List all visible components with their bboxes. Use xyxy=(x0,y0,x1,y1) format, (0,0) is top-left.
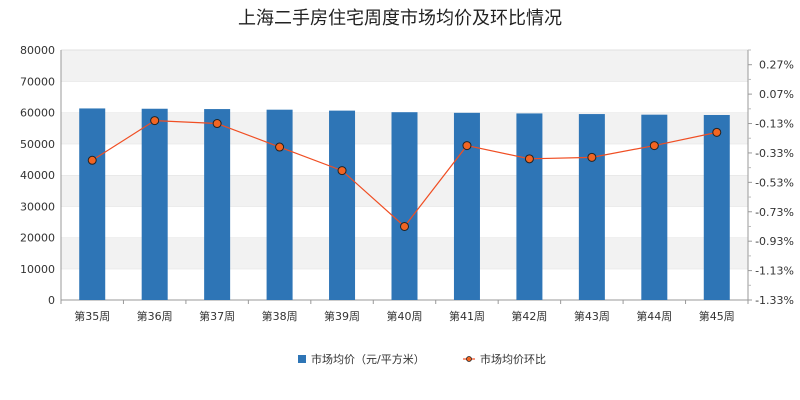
y-left-tick-label: 30000 xyxy=(20,200,55,213)
line-point xyxy=(524,154,534,164)
line-point xyxy=(587,152,597,162)
y-left-tick-label: 50000 xyxy=(20,138,55,151)
bar xyxy=(453,112,480,300)
legend-label-bar: 市场均价（元/平方米） xyxy=(311,352,425,366)
line-point xyxy=(649,141,659,151)
y-left-tick-label: 70000 xyxy=(20,75,55,88)
bar xyxy=(141,108,168,300)
x-tick-label: 第36周 xyxy=(137,309,173,323)
x-tick-label: 第43周 xyxy=(574,309,610,323)
line-point xyxy=(400,221,409,231)
tick-labels: 0 10000 20000 30000 40000 50000 60000 70000 8000… xyxy=(20,44,794,323)
bar xyxy=(266,109,293,300)
y-right-tick-label: -0.53% xyxy=(755,176,794,189)
x-tick-label: 第41周 xyxy=(449,309,485,323)
legend-swatch-marker xyxy=(466,356,472,362)
x-tick-label: 第42周 xyxy=(511,309,547,323)
x-tick-label: 第45周 xyxy=(699,309,735,323)
y-left-tick-label: 0 xyxy=(48,294,55,307)
y-left-tick-label: 60000 xyxy=(20,107,55,120)
y-left-tick-label: 40000 xyxy=(20,169,55,182)
bar xyxy=(516,113,543,300)
bar xyxy=(204,109,231,300)
grid-band xyxy=(61,50,748,82)
line-point xyxy=(275,142,285,152)
y-right-tick-label: -0.93% xyxy=(755,235,794,248)
x-tick-label: 第44周 xyxy=(636,309,672,323)
line-point xyxy=(87,155,97,165)
x-tick-label: 第35周 xyxy=(74,309,110,323)
line-point xyxy=(712,127,722,137)
y-left-tick-label: 20000 xyxy=(20,232,55,245)
legend-swatch-bar xyxy=(298,355,306,363)
line-point xyxy=(462,141,472,151)
legend: 市场均价（元/平方米） 市场均价环比 xyxy=(298,352,546,366)
y-right-tick-label: -0.33% xyxy=(755,147,794,160)
x-tick-label: 第40周 xyxy=(387,309,423,323)
line-point xyxy=(150,116,160,126)
y-right-tick-label: 0.27% xyxy=(759,59,794,72)
bar xyxy=(79,108,106,300)
y-right-tick-label: 0.07% xyxy=(759,88,794,101)
legend-label-line: 市场均价环比 xyxy=(480,352,546,366)
chart-title: 上海二手房住宅周度市场均价及环比情况 xyxy=(238,8,562,29)
x-tick-label: 第37周 xyxy=(199,309,235,323)
y-right-tick-label: -0.73% xyxy=(755,206,794,219)
y-right-tick-label: -0.13% xyxy=(755,118,794,131)
y-right-tick-label: -1.13% xyxy=(755,265,794,278)
y-left-tick-label: 10000 xyxy=(20,263,55,276)
bar xyxy=(578,114,605,300)
y-left-tick-label: 80000 xyxy=(20,44,55,57)
x-tick-label: 第39周 xyxy=(324,309,360,323)
line-series xyxy=(87,116,722,231)
y-right-tick-label: -1.33% xyxy=(755,294,794,307)
x-tick-label: 第38周 xyxy=(262,309,298,323)
bar xyxy=(703,115,730,300)
line-point xyxy=(212,119,222,129)
bar xyxy=(391,112,418,300)
grid-band xyxy=(61,81,748,113)
bar xyxy=(329,110,356,300)
line-point xyxy=(337,166,347,176)
